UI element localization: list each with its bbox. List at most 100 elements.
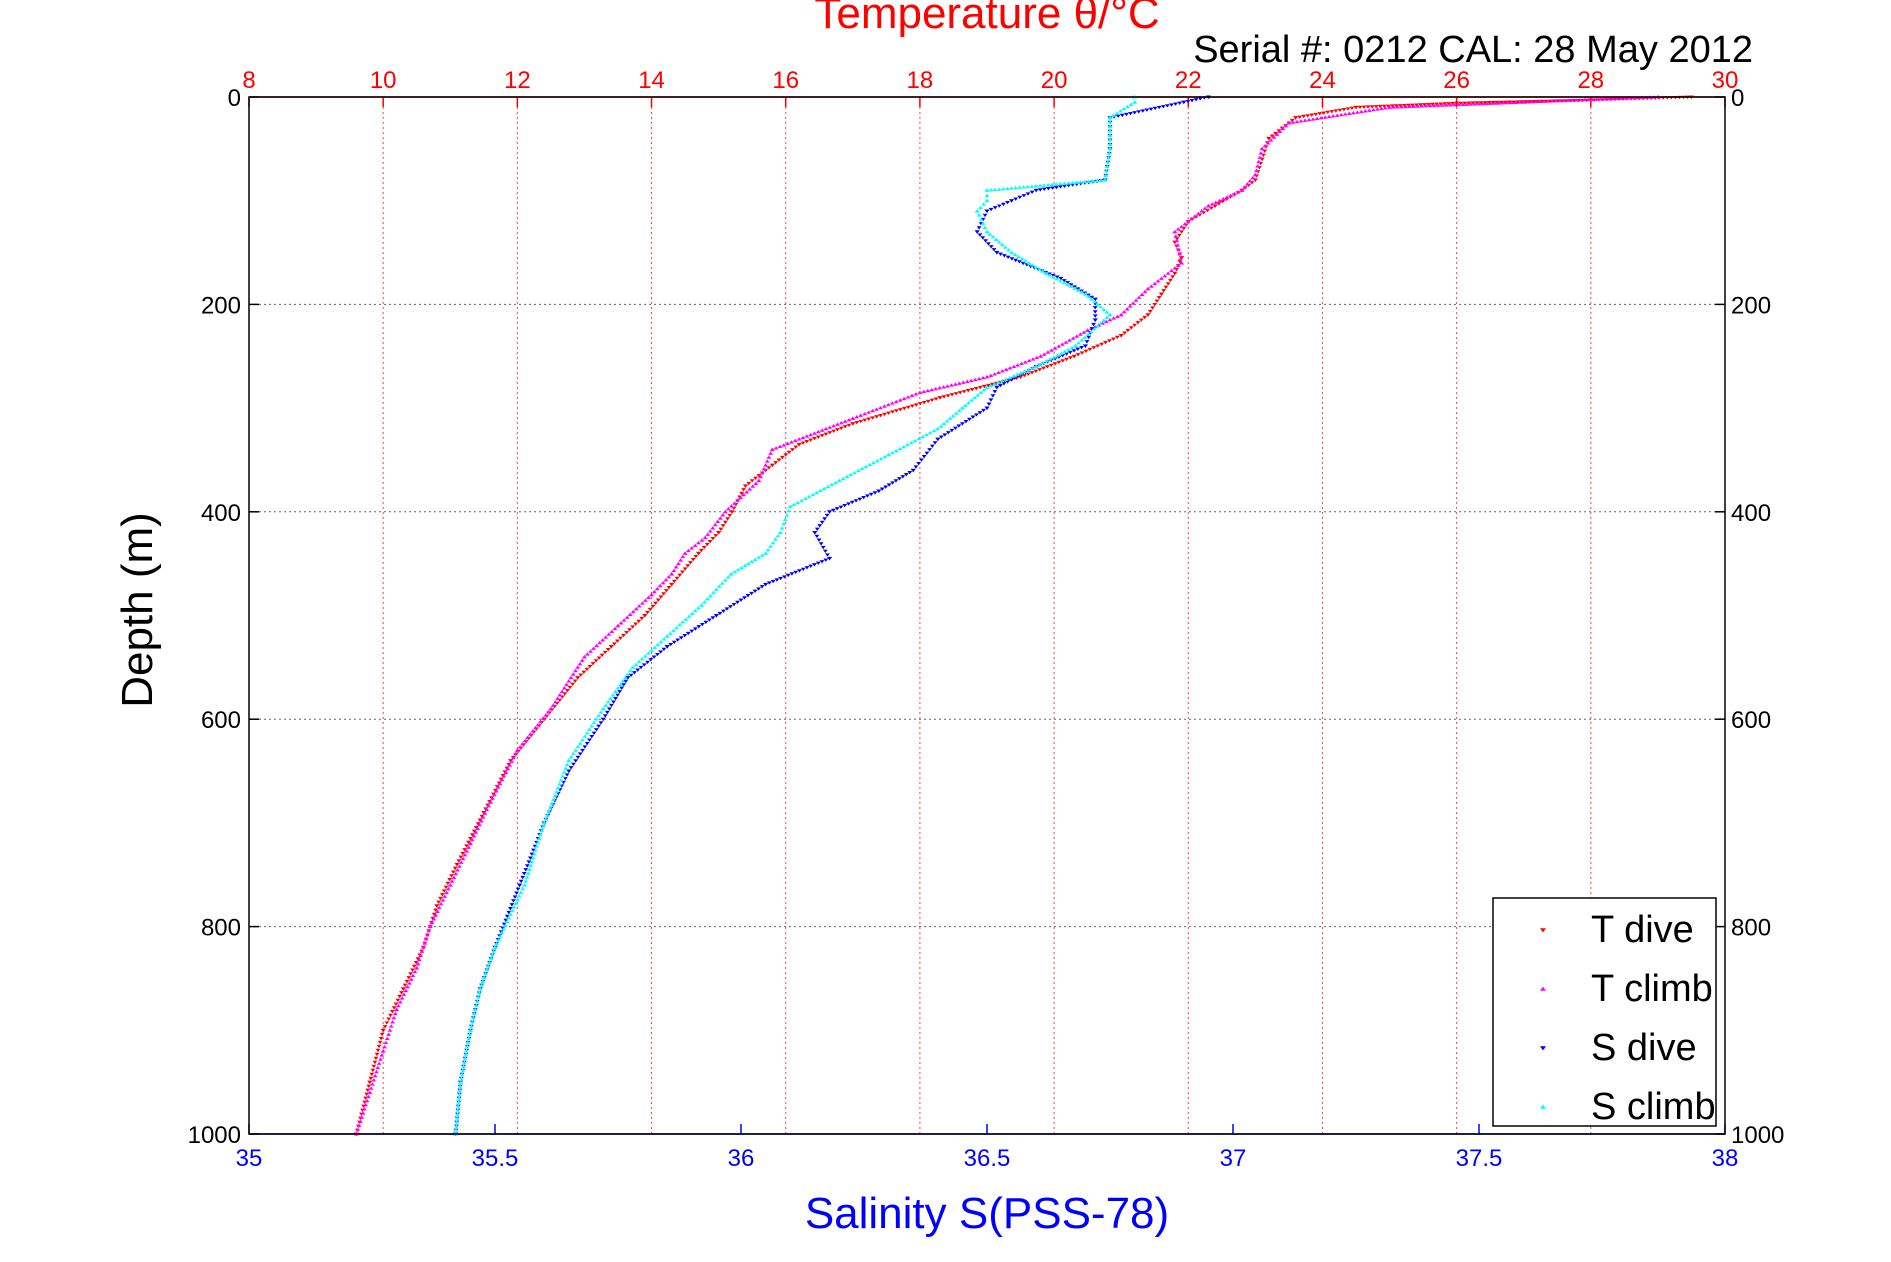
data-point	[776, 458, 782, 462]
data-point	[795, 500, 801, 505]
data-point	[1092, 306, 1098, 310]
data-point	[749, 559, 755, 564]
data-point	[921, 401, 927, 405]
data-point	[473, 825, 479, 830]
data-point	[600, 706, 606, 711]
data-point	[372, 1060, 378, 1065]
data-point	[978, 205, 983, 210]
data-point	[1586, 97, 1592, 102]
data-point	[554, 789, 559, 794]
data-point	[671, 579, 677, 584]
data-point	[540, 716, 546, 720]
data-point	[1107, 138, 1113, 142]
data-point	[666, 586, 672, 590]
data-point	[547, 805, 553, 809]
data-point	[1247, 179, 1253, 183]
data-point	[368, 1076, 374, 1081]
data-point	[570, 751, 576, 756]
data-point	[980, 375, 986, 380]
data-point	[1106, 155, 1111, 160]
data-point	[1454, 101, 1460, 106]
data-point	[1172, 266, 1178, 270]
data-point	[565, 689, 570, 693]
data-point	[617, 690, 623, 694]
data-point	[543, 817, 549, 821]
data-point	[1513, 100, 1518, 104]
data-point	[683, 617, 689, 621]
data-point	[1391, 105, 1397, 109]
data-point	[984, 193, 990, 197]
data-point	[945, 384, 950, 388]
data-point	[797, 569, 802, 573]
data-point	[461, 1064, 466, 1068]
data-point	[919, 458, 924, 462]
data-point	[445, 881, 451, 886]
data-point	[960, 380, 966, 384]
data-point	[1111, 316, 1117, 320]
data-point	[507, 763, 513, 767]
data-point	[883, 485, 889, 489]
data-point	[1072, 343, 1079, 348]
data-point	[1012, 252, 1018, 257]
data-point	[967, 417, 972, 422]
data-point	[473, 830, 479, 834]
data-point	[1025, 184, 1031, 189]
data-point	[1175, 243, 1181, 247]
data-point	[829, 482, 835, 487]
data-point	[719, 581, 725, 585]
data-point	[367, 1080, 373, 1085]
data-point	[793, 445, 799, 449]
data-point	[766, 455, 772, 459]
data-point	[1314, 116, 1320, 121]
data-point	[363, 1103, 369, 1107]
data-point	[996, 204, 1002, 208]
temperature-tick-label: 16	[772, 67, 799, 94]
data-point	[543, 713, 549, 717]
data-point	[763, 463, 768, 467]
data-point	[835, 422, 840, 426]
data-point	[840, 476, 846, 481]
data-point	[513, 752, 518, 756]
data-point	[1197, 97, 1203, 101]
salinity-tick-label: 36.5	[964, 1145, 1011, 1172]
data-point	[935, 426, 941, 431]
data-point	[716, 584, 722, 588]
data-point	[987, 232, 993, 236]
data-point	[1013, 258, 1019, 263]
data-point	[1041, 352, 1047, 356]
data-point	[995, 380, 1001, 385]
data-point	[570, 762, 576, 767]
data-point	[518, 890, 524, 894]
data-point	[973, 386, 979, 391]
data-point	[854, 421, 860, 425]
data-point	[1515, 100, 1521, 104]
data-point	[925, 399, 931, 404]
data-point	[1523, 100, 1529, 104]
data-point	[527, 867, 532, 872]
data-point	[1309, 113, 1315, 117]
data-point	[686, 614, 692, 618]
data-point	[1095, 302, 1101, 306]
data-point	[731, 602, 737, 607]
data-point	[593, 717, 599, 721]
data-point	[1045, 350, 1051, 354]
data-point	[461, 1060, 467, 1064]
data-point	[581, 670, 587, 674]
data-point	[963, 419, 969, 424]
data-point	[1105, 160, 1111, 164]
data-point	[503, 918, 509, 923]
data-point	[1333, 109, 1339, 113]
data-point	[487, 800, 494, 804]
data-point	[1411, 104, 1417, 108]
data-point	[648, 592, 655, 597]
data-point	[699, 538, 705, 542]
data-point	[462, 848, 468, 852]
data-point	[826, 510, 833, 514]
data-point	[972, 395, 978, 400]
data-point	[591, 646, 597, 650]
data-point	[584, 741, 590, 746]
data-point	[823, 426, 829, 431]
data-point	[1026, 261, 1032, 265]
data-point	[1313, 112, 1319, 117]
data-point	[669, 571, 675, 576]
